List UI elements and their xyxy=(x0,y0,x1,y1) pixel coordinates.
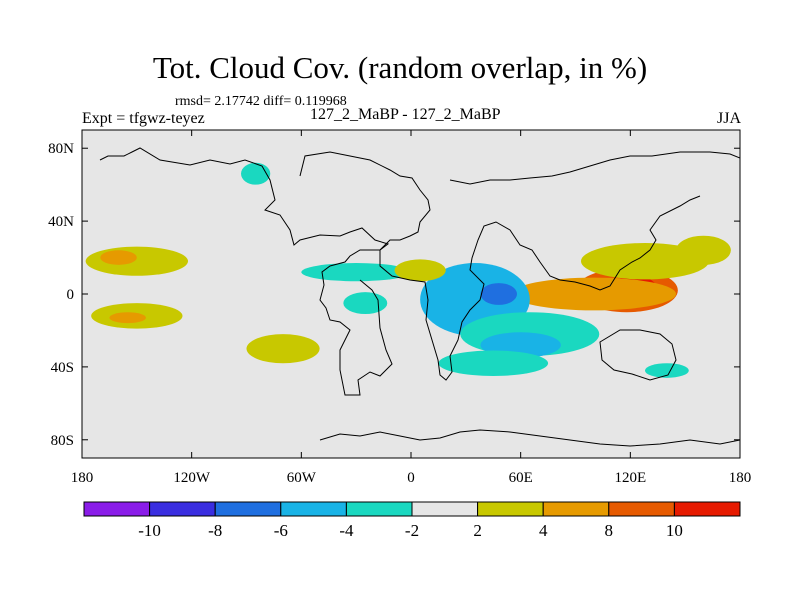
colorbar-swatch-0 xyxy=(83,501,151,517)
anomaly-region-9 xyxy=(438,350,549,376)
colorbar-swatch-3 xyxy=(280,501,347,517)
anomaly-region-2 xyxy=(511,277,677,311)
x-tick-label-1: 120W xyxy=(173,470,211,486)
colorbar-swatch-8 xyxy=(608,501,675,517)
colorbar: -10 -8 -6 -4 -2 2 4 8 10 xyxy=(83,501,741,540)
colorbar-label-0: -10 xyxy=(138,521,161,540)
experiment-label: Expt = tfgwz-teyez xyxy=(82,110,205,127)
anomaly-region-17 xyxy=(246,334,320,364)
chart-title: Tot. Cloud Cov. (random overlap, in %) xyxy=(152,50,648,85)
anomaly-region-6 xyxy=(480,283,518,305)
colorbar-label-6: 4 xyxy=(539,521,548,540)
colorbar-swatch-4 xyxy=(345,501,413,517)
colorbar-swatch-7 xyxy=(542,501,610,517)
anomaly-regions xyxy=(85,162,731,378)
colorbar-label-7: 8 xyxy=(605,521,614,540)
anomaly-region-4 xyxy=(676,235,731,265)
y-axis-ticks: 80N 40N 0 40S 80S xyxy=(48,141,740,449)
colorbar-label-4: -2 xyxy=(405,521,419,540)
season-label: JJA xyxy=(716,110,741,127)
anomaly-region-16 xyxy=(109,312,146,324)
x-axis-ticks: 180 120W 60W 0 60E 120E 180 xyxy=(71,130,752,486)
colorbar-label-3: -4 xyxy=(339,521,354,540)
cases-label: 127_2_MaBP - 127_2_MaBP xyxy=(310,106,501,123)
colorbar-swatch-5 xyxy=(411,501,479,517)
colorbar-label-2: -6 xyxy=(274,521,288,540)
x-tick-label-0: 180 xyxy=(71,470,94,486)
anomaly-region-10 xyxy=(301,263,411,282)
coastline-asia xyxy=(449,151,740,291)
y-tick-label-2: 0 xyxy=(67,287,75,303)
colorbar-label-1: -8 xyxy=(208,521,222,540)
coastline-australia xyxy=(599,329,677,381)
colorbar-swatch-6 xyxy=(477,501,544,517)
colorbar-swatch-2 xyxy=(214,501,282,517)
anomaly-region-14 xyxy=(100,250,137,265)
y-tick-label-4: 80S xyxy=(51,433,74,449)
coastlines xyxy=(99,147,740,447)
y-tick-label-0: 80N xyxy=(48,141,74,157)
anomaly-region-11 xyxy=(343,292,388,315)
anomaly-region-18 xyxy=(394,259,446,282)
anomaly-region-19 xyxy=(644,363,689,378)
y-tick-label-3: 40S xyxy=(51,360,74,376)
x-tick-label-5: 120E xyxy=(614,470,646,486)
anomaly-region-13 xyxy=(85,246,189,276)
x-tick-label-6: 180 xyxy=(729,470,752,486)
colorbar-swatch-1 xyxy=(149,501,216,517)
colorbar-label-5: 2 xyxy=(473,521,482,540)
x-tick-label-4: 60E xyxy=(509,470,533,486)
coastline-africa-europe xyxy=(299,151,561,381)
colorbar-swatch-9 xyxy=(673,501,741,517)
coastline-antarctica xyxy=(319,429,740,447)
colorbar-label-8: 10 xyxy=(666,521,683,540)
stats-text: rmsd= 2.17742 diff= 0.119968 xyxy=(175,94,347,109)
y-tick-label-1: 40N xyxy=(48,214,74,230)
x-tick-label-3: 0 xyxy=(407,470,415,486)
x-tick-label-2: 60W xyxy=(287,470,317,486)
